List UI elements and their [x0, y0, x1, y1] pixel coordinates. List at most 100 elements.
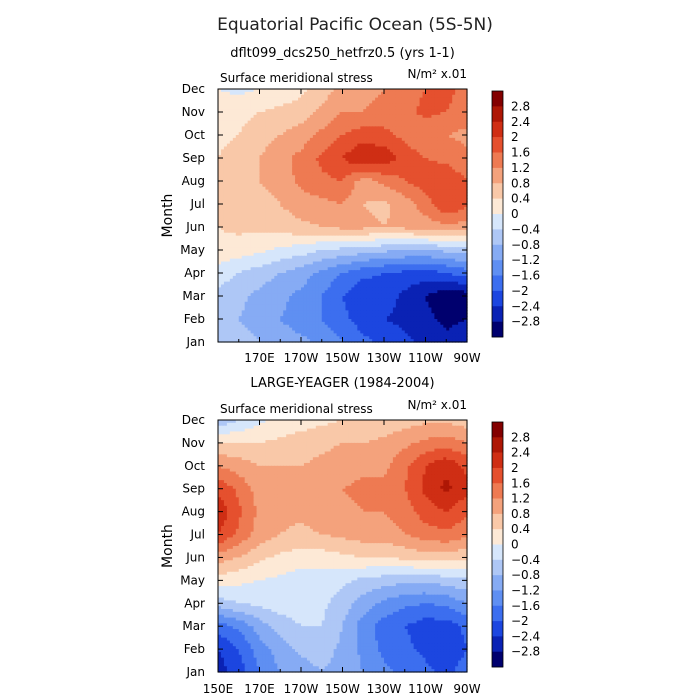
heatmap-cell — [280, 183, 284, 188]
heatmap-cell — [452, 227, 456, 231]
heatmap-cell — [339, 137, 344, 142]
heatmap-cell — [309, 224, 314, 228]
heatmap-cell — [369, 146, 373, 150]
heatmap-cell — [330, 250, 335, 254]
heatmap-cell — [434, 172, 438, 176]
heatmap-cell — [309, 152, 314, 156]
heatmap-cell — [262, 132, 267, 136]
heatmap-cell — [220, 183, 225, 188]
heatmap-cell — [464, 218, 468, 222]
heatmap-cell — [241, 192, 246, 196]
heatmap-cell — [425, 169, 430, 173]
heatmap-cell — [345, 172, 350, 176]
heatmap-cell — [292, 258, 296, 263]
heatmap-cell — [303, 146, 308, 150]
heatmap-cell — [218, 120, 222, 125]
heatmap-cell — [336, 181, 341, 185]
heatmap-cell — [250, 192, 255, 196]
heatmap-cell — [315, 160, 320, 165]
heatmap-cell — [247, 195, 252, 199]
heatmap-cell — [464, 204, 468, 208]
heatmap-cell — [289, 172, 293, 176]
heatmap-cell — [244, 258, 249, 263]
heatmap-cell — [289, 97, 293, 102]
heatmap-cell — [336, 97, 341, 102]
heatmap-cell — [321, 109, 326, 113]
heatmap-cell — [306, 158, 311, 162]
heatmap-cell — [428, 149, 433, 153]
heatmap-cell — [452, 252, 456, 257]
heatmap-cell — [277, 135, 281, 139]
heatmap-cell — [336, 215, 341, 219]
heatmap-cell — [250, 163, 255, 168]
heatmap-cell — [301, 89, 305, 93]
heatmap-cell — [434, 160, 438, 165]
heatmap-cell — [226, 166, 231, 171]
heatmap-cell — [378, 212, 382, 217]
heatmap-cell — [375, 209, 379, 214]
heatmap-cell — [318, 247, 323, 251]
heatmap-cell — [327, 129, 332, 133]
heatmap-cell — [431, 195, 435, 199]
heatmap-cell — [318, 258, 323, 263]
heatmap-cell — [443, 112, 447, 116]
heatmap-cell — [386, 155, 391, 159]
heatmap-cell — [431, 89, 435, 93]
heatmap-cell — [384, 198, 388, 202]
heatmap-cell — [226, 244, 231, 248]
heatmap-cell — [247, 252, 252, 257]
heatmap-cell — [327, 255, 332, 260]
heatmap-cell — [440, 169, 444, 173]
heatmap-cell — [381, 195, 385, 199]
heatmap-cell — [226, 94, 231, 99]
heatmap-cell — [247, 227, 252, 231]
heatmap-cell — [360, 129, 364, 133]
heatmap-cell — [422, 91, 427, 96]
heatmap-cell — [226, 255, 231, 260]
heatmap-cell — [336, 175, 341, 179]
heatmap-cell — [422, 175, 427, 179]
heatmap-cell — [309, 160, 314, 165]
heatmap-cell — [312, 100, 317, 104]
heatmap-cell — [250, 149, 255, 153]
heatmap-cell — [452, 250, 456, 254]
heatmap-cell — [461, 235, 465, 240]
heatmap-cell — [449, 198, 453, 202]
heatmap-cell — [298, 97, 302, 102]
heatmap-cell — [247, 201, 252, 205]
heatmap-cell — [262, 117, 267, 122]
heatmap-cell — [324, 250, 329, 254]
heatmap-cell — [437, 250, 441, 254]
heatmap-cell — [253, 183, 258, 188]
heatmap-cell — [357, 91, 361, 96]
heatmap-cell — [244, 255, 249, 260]
heatmap-cell — [253, 146, 258, 150]
heatmap-cell — [395, 244, 400, 248]
heatmap-cell — [289, 183, 293, 188]
heatmap-cell — [283, 192, 287, 196]
heatmap-cell — [351, 152, 355, 156]
heatmap-cell — [446, 227, 450, 231]
heatmap-cell — [416, 175, 421, 179]
heatmap-cell — [218, 189, 222, 194]
heatmap-cell — [431, 132, 435, 136]
heatmap-cell — [277, 120, 281, 125]
heatmap-cell — [422, 218, 427, 222]
heatmap-cell — [330, 143, 335, 148]
heatmap-cell — [378, 221, 382, 225]
heatmap-cell — [339, 252, 344, 257]
heatmap-cell — [395, 89, 400, 93]
heatmap-cell — [244, 252, 249, 257]
heatmap-cell — [354, 206, 358, 211]
heatmap-cell — [286, 160, 290, 165]
heatmap-cell — [330, 241, 335, 245]
heatmap-cell — [223, 206, 228, 211]
heatmap-cell — [262, 183, 267, 188]
heatmap-cell — [410, 209, 415, 214]
heatmap-cell — [330, 158, 335, 162]
heatmap-cell — [229, 221, 234, 225]
heatmap-cell — [268, 241, 272, 245]
heatmap-cell — [452, 224, 456, 228]
heatmap-cell — [303, 229, 308, 234]
heatmap-cell — [241, 201, 246, 205]
